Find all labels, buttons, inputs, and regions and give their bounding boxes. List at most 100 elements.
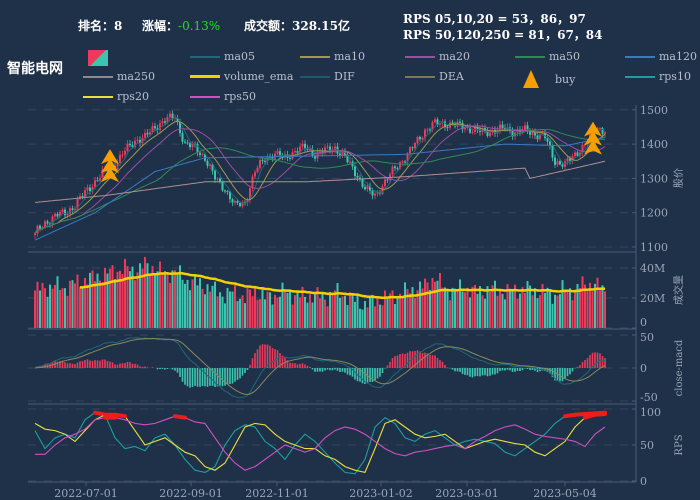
legend-item-volume_ema[interactable]: volume_ema bbox=[190, 70, 293, 83]
price-tick-label: 1300 bbox=[640, 172, 668, 185]
macd-histogram-bar bbox=[259, 345, 261, 368]
volume-bar bbox=[201, 288, 204, 328]
macd-histogram-bar bbox=[111, 362, 114, 368]
macd-histogram-bar bbox=[576, 366, 579, 368]
legend-item-ma250[interactable]: ma250 bbox=[83, 70, 155, 83]
legend-item-ma120[interactable]: ma120 bbox=[625, 50, 697, 63]
volume-tick-label: 40M bbox=[640, 262, 665, 275]
candle-body bbox=[501, 124, 504, 129]
volume-bar bbox=[516, 298, 519, 328]
macd-histogram-bar bbox=[109, 361, 111, 368]
volume-bar bbox=[511, 290, 514, 328]
candle-body bbox=[476, 126, 479, 130]
candle-body bbox=[149, 132, 151, 135]
candle-body bbox=[581, 144, 584, 153]
legend-item-ma50[interactable]: ma50 bbox=[515, 50, 580, 63]
macd-histogram-bar bbox=[174, 368, 176, 371]
candle-body bbox=[344, 151, 346, 156]
volume-bar bbox=[154, 273, 156, 328]
macd-histogram-bar bbox=[464, 368, 466, 375]
volume-bar bbox=[466, 287, 469, 328]
candle-body bbox=[96, 180, 99, 182]
volume-bar bbox=[504, 299, 506, 328]
candle-body bbox=[506, 127, 509, 130]
volume-bar bbox=[554, 294, 556, 328]
macd-histogram-bar bbox=[76, 362, 79, 368]
macd-histogram-bar bbox=[56, 361, 59, 368]
buy-arrow-icon bbox=[584, 139, 602, 155]
candle-body bbox=[369, 185, 371, 191]
volume-bar bbox=[601, 285, 604, 328]
ma20-line bbox=[34, 125, 606, 234]
macd-histogram-bar bbox=[41, 365, 44, 368]
change-label: 涨幅： bbox=[142, 19, 179, 33]
legend-item-rps10[interactable]: rps10 bbox=[625, 70, 691, 83]
legend-item-DIF[interactable]: DIF bbox=[300, 70, 355, 83]
macd-histogram-bar bbox=[64, 362, 66, 368]
macd-histogram-bar bbox=[269, 345, 271, 368]
macd-histogram-bar bbox=[91, 360, 94, 368]
candle-body bbox=[239, 202, 241, 207]
legend-label: rps50 bbox=[224, 90, 256, 103]
legend-item-rps20[interactable]: rps20 bbox=[83, 90, 149, 103]
candle-body bbox=[306, 148, 309, 150]
candle-body bbox=[51, 216, 54, 225]
macd-tick-label: -50 bbox=[640, 391, 658, 404]
candle-body bbox=[391, 166, 394, 175]
volume-bar bbox=[49, 284, 51, 328]
legend-item-rps50[interactable]: rps50 bbox=[190, 90, 256, 103]
macd-histogram-bar bbox=[579, 365, 581, 368]
candle-body bbox=[486, 130, 489, 137]
volume-bar bbox=[336, 283, 339, 328]
legend-label: rps20 bbox=[117, 90, 149, 103]
candle-body bbox=[556, 161, 559, 165]
legend-item-buy[interactable]: buy bbox=[515, 70, 575, 88]
legend-item-ma10[interactable]: ma10 bbox=[300, 50, 365, 63]
candle-body bbox=[86, 187, 89, 191]
volume-bar bbox=[341, 296, 344, 328]
volume-bar bbox=[224, 303, 226, 328]
price-tick-label: 1100 bbox=[640, 241, 668, 254]
legend-item-candle[interactable] bbox=[83, 50, 117, 66]
candle-body bbox=[241, 201, 244, 207]
volume-bar bbox=[479, 286, 481, 328]
candle-body bbox=[566, 158, 569, 162]
candle-body bbox=[229, 191, 231, 200]
macd-histogram-bar bbox=[386, 365, 389, 368]
macd-histogram-bar bbox=[69, 363, 71, 368]
price-tick-label: 1400 bbox=[640, 138, 668, 151]
volume-bar bbox=[454, 288, 456, 328]
volume-bar bbox=[399, 293, 401, 328]
macd-histogram-bar bbox=[89, 360, 91, 368]
macd-histogram-bar bbox=[176, 368, 179, 373]
macd-histogram-bar bbox=[229, 368, 231, 385]
volume-bar bbox=[279, 296, 281, 328]
volume-bar bbox=[464, 292, 466, 328]
volume-bar bbox=[101, 282, 104, 328]
legend-item-ma20[interactable]: ma20 bbox=[405, 50, 470, 63]
macd-histogram-bar bbox=[424, 352, 426, 368]
legend-item-DEA[interactable]: DEA bbox=[405, 70, 464, 83]
candle-body bbox=[151, 126, 154, 133]
candle-body bbox=[61, 209, 64, 212]
macd-histogram-bar bbox=[354, 368, 356, 380]
macd-histogram-bar bbox=[159, 368, 161, 370]
macd-histogram-bar bbox=[256, 349, 259, 368]
legend-item-ma05[interactable]: ma05 bbox=[190, 50, 255, 63]
volume-bar bbox=[161, 273, 164, 328]
candle-body bbox=[116, 162, 119, 170]
macd-histogram-bar bbox=[529, 368, 531, 371]
volume-bar bbox=[491, 285, 494, 328]
macd-histogram-bar bbox=[279, 353, 281, 368]
candle-body bbox=[139, 139, 141, 144]
volume-bar bbox=[571, 300, 574, 328]
macd-histogram-bar bbox=[431, 355, 434, 368]
candle-body bbox=[526, 125, 529, 132]
volume-bar bbox=[44, 288, 46, 328]
volume-bar bbox=[579, 288, 581, 328]
macd-histogram-bar bbox=[231, 368, 234, 384]
candle-body bbox=[161, 121, 164, 124]
volume-bar bbox=[281, 282, 284, 328]
candle-body bbox=[49, 223, 51, 225]
volume-tick-label: 20M bbox=[640, 292, 665, 305]
